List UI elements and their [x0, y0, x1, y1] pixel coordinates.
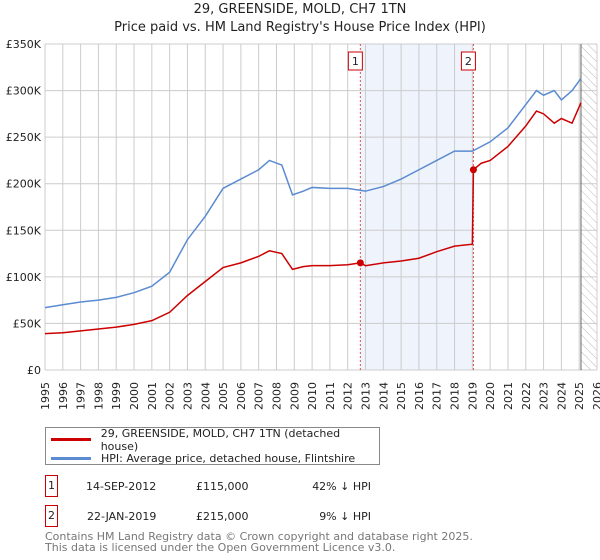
x-tick-label: 2011: [324, 382, 337, 410]
x-tick-label: 2016: [413, 382, 426, 410]
legend-label-hpi: HPI: Average price, detached house, Flin…: [101, 452, 356, 465]
sale-badge: 1: [45, 475, 58, 497]
x-tick-label: 2015: [395, 382, 408, 410]
x-tick-label: 2022: [520, 382, 533, 410]
sale-marker-label: 1: [352, 55, 359, 68]
y-tick-label: £50K: [13, 317, 42, 330]
x-tick-label: 2013: [360, 382, 373, 410]
x-tick-label: 2019: [466, 382, 479, 410]
x-tick-label: 1997: [75, 382, 88, 410]
sale-price: £215,000: [196, 509, 249, 523]
series-line: [44, 78, 582, 309]
x-tick-label: 2026: [591, 382, 600, 410]
sale-marker-label: 2: [465, 55, 472, 68]
sale-marker-box: [347, 51, 363, 71]
footer-line: Contains HM Land Registry data © Crown c…: [45, 530, 473, 543]
x-tick-label: 1998: [92, 382, 105, 410]
shaded-period: [360, 44, 474, 370]
legend-swatch-property: [51, 438, 91, 441]
forecast-hatch: [580, 44, 597, 370]
transaction-row: 2 22-JAN-2019 £215,000 9% ↓ HPI: [45, 505, 371, 527]
x-tick-label: 1999: [110, 382, 123, 410]
y-tick-label: £200K: [6, 178, 42, 191]
x-tick-label: 1995: [39, 382, 52, 410]
x-tick-label: 2008: [270, 382, 283, 410]
x-tick-label: 2006: [235, 382, 248, 410]
x-tick-label: 2023: [538, 382, 551, 410]
sale-badge: 2: [45, 505, 58, 527]
sale-marker-box: [460, 51, 476, 71]
x-tick-label: 2021: [502, 382, 515, 410]
x-tick-label: 2009: [288, 382, 301, 410]
sale-point: [356, 259, 364, 267]
price-chart: 1995 1996 1997 1998 1999 2000 2001 2002 2003 2004…: [6, 38, 600, 410]
y-tick-label: £150K: [6, 224, 42, 237]
x-tick-label: 2007: [253, 382, 266, 410]
x-tick-label: 2020: [484, 382, 497, 410]
y-tick-label: £250K: [6, 131, 42, 144]
x-tick-label: 1996: [57, 382, 70, 410]
x-tick-label: 2002: [164, 382, 177, 410]
sale-hpi-diff: 42% ↓ HPI: [312, 479, 371, 493]
legend: 29, GREENSIDE, MOLD, CH7 1TN (detached h…: [45, 427, 380, 465]
legend-label-property: 29, GREENSIDE, MOLD, CH7 1TN (detached h…: [100, 426, 341, 453]
sale-point: [469, 166, 477, 174]
x-tick-label: 2017: [431, 382, 444, 410]
sale-price: £115,000: [196, 479, 249, 493]
x-tick-label: 2000: [128, 382, 141, 410]
x-tick-label: 2005: [217, 382, 230, 410]
series-line: [44, 102, 582, 335]
chart-subtitle: Price paid vs. HM Land Registry's House …: [114, 20, 486, 35]
chart-title: 29, GREENSIDE, MOLD, CH7 1TN: [193, 2, 407, 17]
y-tick-label: £350K: [6, 38, 42, 51]
x-tick-label: 2012: [342, 382, 355, 410]
footer-line: This data is licensed under the Open Gov…: [45, 541, 396, 554]
sale-date: 14-SEP-2012: [86, 479, 157, 493]
x-tick-label: 2025: [573, 382, 586, 410]
y-tick-label: £0: [27, 364, 41, 377]
x-tick-label: 2014: [377, 382, 390, 410]
footer: Contains HM Land Registry data © Crown c…: [45, 531, 473, 553]
y-tick-label: £100K: [6, 271, 42, 284]
x-tick-label: 2010: [306, 382, 319, 410]
x-tick-label: 2003: [181, 382, 194, 410]
x-tick-label: 2024: [555, 382, 568, 410]
x-tick-label: 2001: [146, 382, 159, 410]
sale-date: 22-JAN-2019: [87, 509, 157, 523]
y-tick-label: £300K: [6, 85, 42, 98]
x-tick-label: 2004: [199, 382, 212, 410]
transaction-row: 1 14-SEP-2012 £115,000 42% ↓ HPI: [45, 475, 371, 497]
sale-hpi-diff: 9% ↓ HPI: [319, 509, 371, 523]
legend-swatch-hpi: [51, 457, 91, 460]
x-tick-label: 2018: [449, 382, 462, 410]
